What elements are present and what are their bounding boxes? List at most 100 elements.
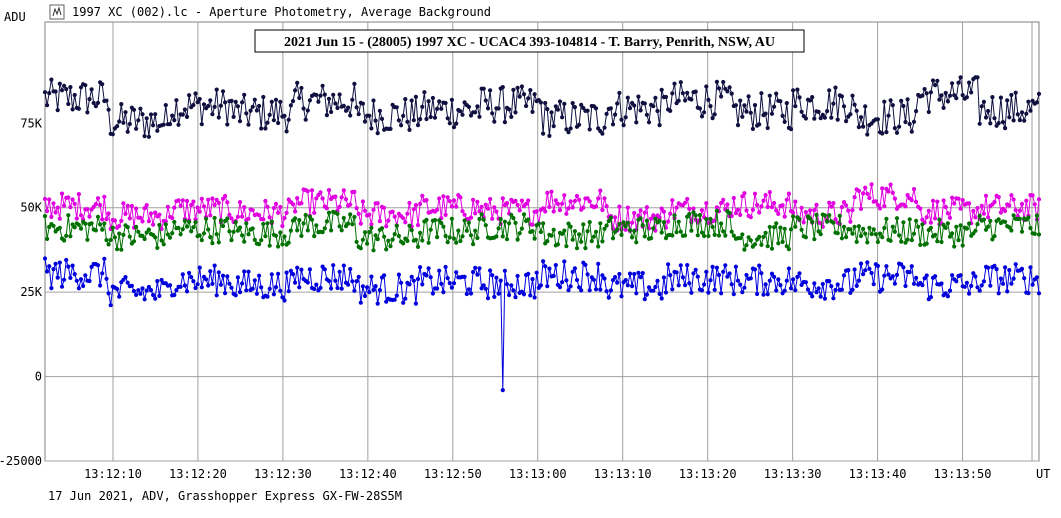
data-point bbox=[286, 117, 291, 122]
data-point bbox=[551, 209, 556, 214]
data-point bbox=[958, 75, 963, 80]
data-point bbox=[659, 87, 664, 92]
data-point bbox=[723, 233, 728, 238]
data-point bbox=[969, 90, 974, 95]
data-point bbox=[566, 130, 571, 135]
data-point bbox=[341, 263, 346, 268]
data-point bbox=[850, 208, 855, 213]
data-point bbox=[992, 234, 997, 239]
data-point bbox=[649, 236, 654, 241]
data-point bbox=[373, 233, 378, 238]
data-point bbox=[683, 233, 688, 238]
data-point bbox=[55, 205, 60, 210]
data-point bbox=[901, 265, 906, 270]
data-point bbox=[672, 213, 677, 218]
data-point bbox=[62, 83, 67, 88]
data-point bbox=[950, 195, 955, 200]
data-point bbox=[191, 199, 196, 204]
data-point bbox=[748, 238, 753, 243]
data-point bbox=[793, 104, 798, 109]
data-point bbox=[663, 94, 669, 100]
data-point bbox=[761, 234, 766, 239]
data-point bbox=[808, 216, 813, 221]
data-point bbox=[466, 287, 471, 292]
data-point bbox=[748, 276, 753, 281]
data-point bbox=[214, 232, 219, 237]
data-point bbox=[42, 196, 48, 202]
data-point bbox=[899, 239, 904, 244]
data-point bbox=[784, 278, 789, 283]
data-point bbox=[49, 77, 54, 82]
data-point bbox=[138, 215, 143, 220]
data-point bbox=[613, 275, 618, 280]
data-point bbox=[369, 126, 374, 131]
data-point bbox=[293, 88, 298, 93]
data-point bbox=[451, 236, 457, 241]
data-point bbox=[752, 103, 758, 108]
data-point bbox=[104, 98, 109, 103]
data-point bbox=[814, 202, 819, 207]
data-point bbox=[632, 228, 637, 233]
data-point bbox=[316, 99, 321, 104]
data-point bbox=[409, 274, 414, 279]
data-point bbox=[894, 216, 900, 221]
data-point bbox=[543, 209, 548, 214]
data-point bbox=[407, 282, 412, 287]
data-point bbox=[769, 271, 775, 276]
data-point bbox=[178, 203, 183, 208]
data-point bbox=[943, 225, 948, 230]
data-point bbox=[134, 292, 139, 297]
data-point bbox=[53, 89, 58, 94]
data-point bbox=[981, 99, 987, 104]
data-point bbox=[729, 229, 734, 234]
data-point bbox=[337, 269, 342, 274]
data-point bbox=[882, 204, 887, 209]
data-point bbox=[964, 226, 970, 231]
data-point bbox=[172, 118, 177, 123]
data-point bbox=[184, 198, 190, 204]
data-point bbox=[967, 201, 972, 206]
data-point bbox=[610, 236, 616, 241]
data-point bbox=[820, 281, 825, 287]
data-point bbox=[477, 114, 482, 119]
data-point bbox=[439, 281, 444, 286]
data-point bbox=[856, 188, 862, 193]
data-point bbox=[646, 285, 652, 290]
data-point bbox=[170, 113, 175, 118]
chart-title: 2021 Jun 15 - (28005) 1997 XC - UCAC4 39… bbox=[284, 35, 775, 50]
data-point bbox=[585, 196, 590, 201]
data-point bbox=[293, 216, 298, 221]
data-point bbox=[246, 269, 251, 274]
data-point bbox=[782, 288, 787, 293]
data-point bbox=[774, 221, 779, 226]
data-point bbox=[950, 81, 955, 86]
data-point bbox=[570, 269, 575, 274]
data-point bbox=[220, 196, 226, 201]
data-point bbox=[170, 215, 175, 221]
y-axis-label: ADU bbox=[4, 10, 26, 24]
data-point bbox=[265, 221, 270, 226]
data-point bbox=[121, 232, 126, 237]
data-point bbox=[519, 84, 525, 89]
data-point bbox=[988, 121, 993, 126]
data-point bbox=[125, 203, 130, 208]
data-point bbox=[165, 204, 170, 209]
data-point bbox=[663, 290, 669, 295]
data-point bbox=[562, 193, 567, 198]
data-point bbox=[441, 290, 446, 295]
data-point bbox=[288, 228, 293, 233]
data-point bbox=[290, 272, 296, 277]
data-point bbox=[369, 274, 374, 279]
data-point bbox=[240, 233, 245, 238]
data-point bbox=[420, 282, 425, 287]
data-point bbox=[651, 288, 656, 293]
data-point bbox=[195, 205, 200, 210]
data-point bbox=[772, 274, 777, 279]
data-point bbox=[924, 91, 929, 96]
lightcurve-icon[interactable] bbox=[49, 4, 65, 20]
data-point bbox=[354, 105, 359, 110]
data-point bbox=[62, 203, 67, 208]
data-point bbox=[757, 210, 762, 215]
data-point bbox=[447, 121, 452, 126]
data-point bbox=[740, 114, 745, 119]
